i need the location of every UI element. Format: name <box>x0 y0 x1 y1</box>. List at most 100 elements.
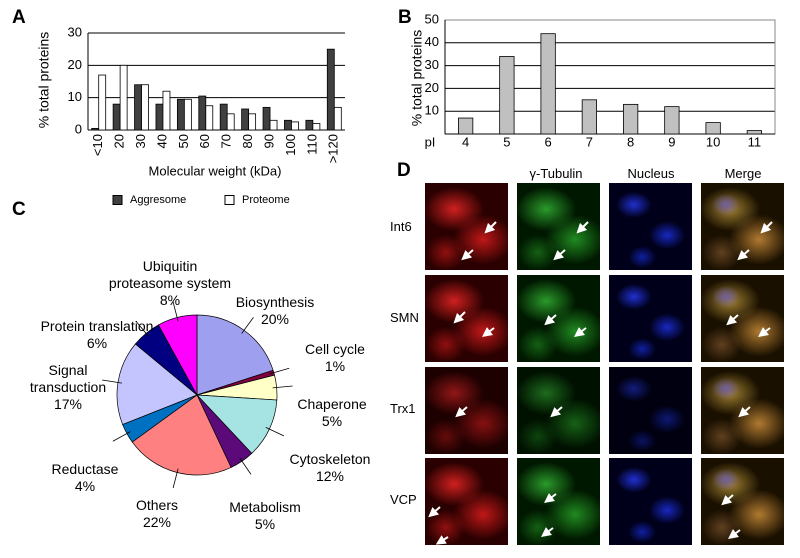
x-tick-label: 7 <box>586 134 593 149</box>
pie-label: Reductase 4% <box>40 461 130 495</box>
pie-label-value: 4% <box>74 478 96 494</box>
bar <box>581 99 597 135</box>
leader-line <box>135 320 149 337</box>
bar <box>540 33 556 135</box>
x-tick-label: 110 <box>304 134 319 155</box>
row-label: SMN <box>390 310 419 325</box>
micrograph <box>701 458 784 545</box>
y-tick-label: 20 <box>68 57 82 72</box>
panel-label: C <box>12 199 26 220</box>
column-header: Merge <box>724 166 762 181</box>
pie-label-value: 5% <box>254 516 276 532</box>
bar <box>333 106 342 131</box>
pie-label-name: Cytoskeleton <box>289 451 371 467</box>
y-tick-label: 20 <box>425 80 439 95</box>
pie-label-name: Signal transduction <box>29 362 107 395</box>
y-axis-label: % total proteins <box>409 30 425 127</box>
pie-label-name: Reductase <box>51 461 119 477</box>
pie-label-value: 17% <box>53 396 83 412</box>
bar <box>119 64 128 131</box>
pie-label: Cytoskeleton 12% <box>275 451 385 485</box>
arrow-group <box>428 221 773 545</box>
x-tick-label: 30 <box>133 134 148 148</box>
x-tick-label: 6 <box>545 134 552 149</box>
y-tick-label: 30 <box>425 57 439 72</box>
pie-label-value: 12% <box>315 468 345 484</box>
x-tick-label: 50 <box>176 134 191 148</box>
leader-line <box>172 301 179 322</box>
x-tick-label: 9 <box>668 134 675 149</box>
bar <box>458 117 474 135</box>
pie-label-value: 5% <box>321 413 343 429</box>
leader-line <box>239 457 252 475</box>
x-axis-label: Molecular weight (kDa) <box>149 163 282 178</box>
x-tick-label: 4 <box>462 134 469 149</box>
pie-label-value: 6% <box>86 335 108 351</box>
bar <box>312 123 321 131</box>
micrograph <box>425 367 508 454</box>
y-tick-label: 50 <box>425 11 439 26</box>
bar <box>326 48 335 131</box>
micrograph <box>701 275 784 362</box>
leader-line <box>241 317 254 334</box>
pie-label-value: 1% <box>324 358 346 374</box>
bar <box>205 105 214 131</box>
leader-line <box>172 468 179 489</box>
pie-label: Signal transduction 17% <box>18 362 118 413</box>
x-axis-label: pI <box>425 134 436 149</box>
x-tick-label: <10 <box>90 134 105 156</box>
x-tick-label: 8 <box>627 134 634 149</box>
pie-label-name: Others <box>135 497 178 513</box>
y-axis-label: % total proteins <box>36 32 52 129</box>
leader-line <box>102 379 122 384</box>
bar <box>664 106 680 135</box>
micrograph <box>609 458 692 545</box>
x-tick-label: 11 <box>748 134 762 149</box>
x-tick-label: 60 <box>197 134 212 148</box>
bar <box>162 90 171 131</box>
row-label: VCP <box>390 492 417 507</box>
micrograph <box>609 367 692 454</box>
pie-label: Metabolism 5% <box>215 499 315 533</box>
pie-label: Protein translation 6% <box>22 318 172 352</box>
bar <box>291 121 299 131</box>
pie-label: Chaperone 5% <box>287 396 377 430</box>
x-tick-label: 40 <box>154 134 169 148</box>
pie-label-name: Ubiquitin proteasome system <box>108 258 232 291</box>
panel-label: A <box>12 7 26 28</box>
legend-swatch <box>112 195 123 205</box>
pie-label-name: Cell cycle <box>305 341 365 357</box>
bar <box>248 113 257 131</box>
micrograph <box>609 275 692 362</box>
pie-label-name: Chaperone <box>297 396 367 412</box>
y-tick-label: 10 <box>68 89 82 104</box>
pie-label-value: 22% <box>142 514 172 530</box>
x-tick-label: 5 <box>503 134 510 149</box>
legend-label: Aggresome <box>130 194 186 206</box>
bar <box>705 122 721 135</box>
x-tick-label: >120 <box>326 134 341 163</box>
column-header: Nucleus <box>627 166 675 181</box>
bar <box>499 56 515 135</box>
micrograph <box>517 275 600 362</box>
bar <box>183 98 192 131</box>
pie-label-value: 20% <box>260 311 290 327</box>
pie-label: Cell cycle 1% <box>290 341 380 375</box>
x-tick-label: 10 <box>706 134 720 149</box>
pie-label: Others 22% <box>117 497 197 531</box>
x-tick-label: 80 <box>240 134 255 148</box>
leader-line <box>269 367 290 375</box>
bar <box>98 74 107 131</box>
y-tick-label: 10 <box>425 103 439 118</box>
row-label: Trx1 <box>390 401 416 416</box>
x-tick-label: 70 <box>219 134 234 148</box>
leader-line <box>112 431 131 442</box>
panel-d-label: D <box>397 160 411 181</box>
pie-label: Biosynthesis 20% <box>220 294 330 328</box>
legend-swatch <box>224 195 235 205</box>
pie-label: Ubiquitin proteasome system 8% <box>106 258 234 309</box>
x-tick-label: 100 <box>283 134 298 156</box>
x-tick-label: 90 <box>261 134 276 148</box>
